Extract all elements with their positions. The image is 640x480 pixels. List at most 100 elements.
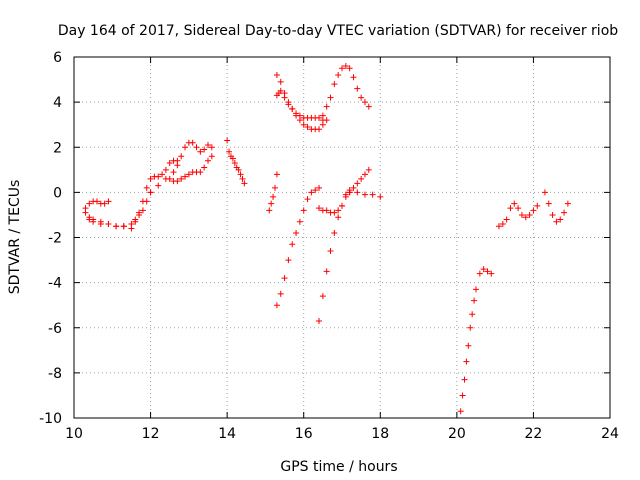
data-point [174, 178, 181, 185]
data-point [369, 191, 376, 198]
data-point [515, 205, 522, 212]
x-tick-label: 16 [295, 426, 313, 442]
x-tick-label: 22 [525, 426, 543, 442]
y-tick-label: -4 [48, 276, 62, 292]
data-point [237, 171, 244, 178]
data-point [285, 101, 292, 108]
data-point [205, 141, 211, 148]
data-point [139, 207, 146, 214]
data-point [499, 220, 506, 227]
data-point [273, 171, 280, 178]
y-axis-label: SDTVAR / TECUs [7, 180, 23, 295]
series-arc10 [273, 87, 326, 124]
data-point [197, 148, 204, 155]
data-point [534, 202, 541, 209]
x-tick-label: 12 [142, 426, 160, 442]
data-point [465, 342, 472, 349]
data-point [277, 290, 284, 297]
data-point [511, 200, 518, 207]
data-point [331, 209, 338, 216]
data-point [459, 392, 466, 399]
series-arc13 [316, 166, 372, 324]
data-point [561, 209, 568, 216]
data-point [484, 268, 491, 275]
series-arc3 [86, 157, 181, 232]
data-point [293, 110, 300, 117]
data-point [526, 211, 533, 218]
data-point [174, 162, 181, 169]
data-point [82, 209, 89, 216]
data-point [327, 248, 334, 255]
data-point [553, 218, 560, 225]
data-point [488, 270, 495, 277]
data-point [201, 146, 208, 153]
data-point [541, 189, 548, 196]
data-point [120, 223, 127, 230]
data-point [239, 175, 246, 182]
series-arc1 [82, 198, 112, 212]
data-point [178, 175, 185, 182]
data-point [346, 65, 353, 72]
data-point [90, 218, 97, 225]
data-point [361, 99, 368, 106]
data-point [235, 166, 242, 173]
y-tick-label: -8 [48, 366, 62, 382]
data-point [289, 241, 296, 248]
data-point [358, 175, 365, 182]
data-point [473, 286, 479, 293]
data-point [557, 216, 564, 223]
data-point [128, 225, 135, 232]
data-point [503, 216, 510, 223]
data-point [350, 74, 357, 81]
data-point [281, 275, 288, 282]
data-point [316, 126, 323, 133]
data-point [189, 139, 196, 146]
y-tick-label: 0 [53, 185, 62, 201]
series-arc15 [457, 266, 495, 415]
data-point [296, 218, 303, 225]
y-tick-label: 6 [53, 50, 62, 66]
y-tick-label: 4 [53, 95, 62, 111]
data-point [342, 193, 349, 200]
data-point [277, 78, 284, 85]
x-axis-label: GPS time / hours [280, 459, 397, 475]
data-point [182, 144, 189, 151]
data-point [147, 175, 154, 182]
data-point [105, 220, 112, 227]
data-point [308, 189, 315, 196]
data-point [208, 144, 215, 151]
data-point [316, 184, 323, 191]
grid [74, 57, 610, 418]
data-point [224, 137, 231, 144]
data-point [495, 223, 502, 230]
data-point [182, 173, 189, 180]
data-point [507, 205, 514, 212]
data-point [185, 171, 192, 178]
data-point [170, 169, 177, 176]
data-point [197, 169, 204, 176]
data-point [331, 229, 338, 236]
data-point [354, 189, 361, 196]
data-point [166, 175, 173, 182]
data-point [101, 200, 108, 207]
data-point [312, 187, 319, 194]
data-point [469, 311, 476, 318]
data-point [530, 207, 537, 214]
data-point [273, 302, 280, 309]
data-point [147, 189, 154, 196]
series-arc16 [495, 200, 541, 230]
data-point [358, 94, 365, 101]
data-point [293, 229, 300, 236]
data-point [266, 207, 273, 214]
data-point [113, 223, 120, 230]
data-point [270, 193, 277, 200]
data-point [143, 184, 150, 191]
series-arc17 [541, 189, 571, 225]
data-point [350, 184, 357, 191]
y-tick-label: -2 [48, 231, 62, 247]
data-point [139, 198, 146, 205]
data-point [178, 153, 185, 160]
data-point [365, 103, 372, 110]
